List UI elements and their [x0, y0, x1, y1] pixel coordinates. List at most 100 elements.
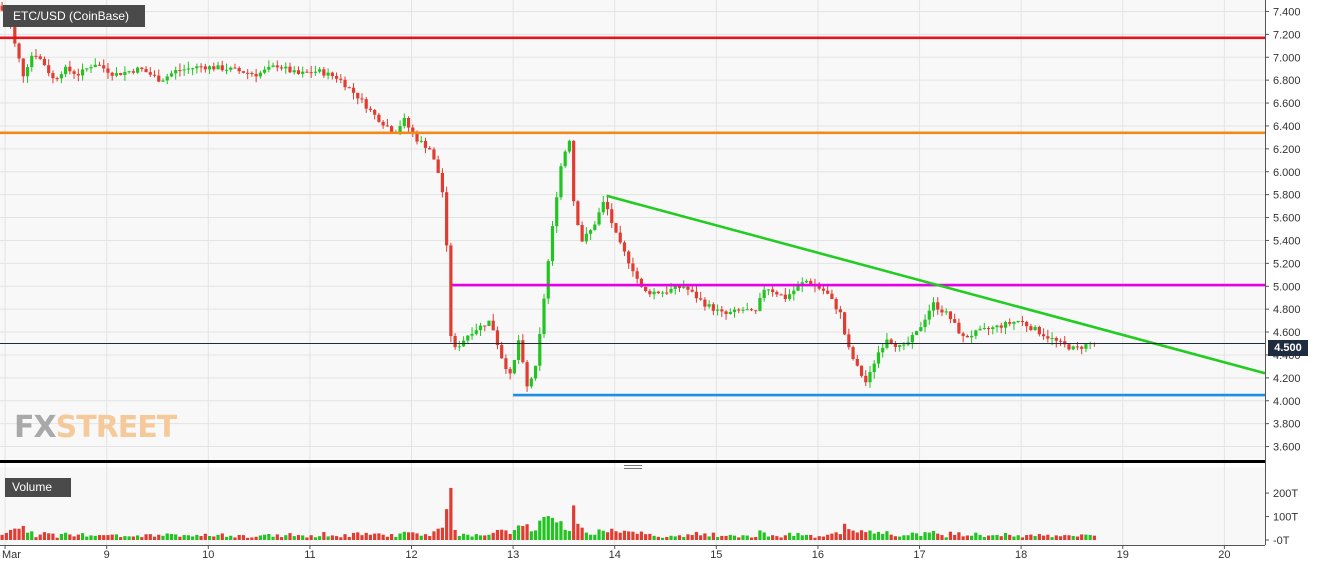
volume-bar	[411, 532, 415, 540]
x-tick-label: Mar	[2, 549, 21, 561]
volume-bar	[635, 533, 639, 540]
candle-body	[356, 92, 360, 99]
candle-body	[487, 320, 491, 327]
candle-body	[373, 109, 377, 115]
candle-body	[305, 71, 309, 73]
candle-body	[927, 310, 931, 320]
volume-bar	[241, 535, 246, 540]
volume-bar	[923, 532, 927, 540]
volume-bar	[360, 535, 364, 540]
volume-bar	[817, 536, 821, 540]
volume-bar	[542, 516, 546, 540]
y-tick-label: 5.200	[1273, 258, 1301, 270]
y-tick-label: 6.800	[1273, 75, 1301, 87]
candle-body	[525, 362, 529, 387]
volume-bar	[724, 535, 728, 540]
symbol-title: ETC/USD (CoinBase)	[3, 5, 146, 27]
candle-body	[131, 71, 135, 73]
volume-bar	[157, 534, 161, 540]
candle-body	[457, 346, 461, 348]
volume-bar	[953, 534, 957, 540]
volume-bar	[237, 535, 241, 540]
volume-bar	[254, 536, 258, 540]
candle-body	[330, 72, 334, 77]
volume-bar	[715, 537, 720, 540]
candle-body	[533, 365, 538, 379]
candle-body	[334, 76, 339, 79]
volume-bar	[648, 533, 652, 540]
x-tick-label: 10	[202, 549, 214, 561]
volume-bar	[51, 533, 55, 540]
candle-body	[961, 333, 965, 336]
candle-body	[982, 328, 986, 330]
volume-bar	[809, 535, 813, 540]
volume-bar	[758, 530, 762, 540]
volume-bar	[1025, 535, 1029, 540]
x-tick-label: 13	[507, 549, 519, 561]
fxstreet-logo: FXSTREET	[14, 411, 177, 445]
candle-body	[102, 65, 106, 69]
candle-body	[538, 333, 542, 366]
volume-bar	[445, 509, 449, 540]
candle-body	[1029, 326, 1033, 331]
volume-bar	[233, 537, 237, 540]
y-tick-label: 7.000	[1273, 52, 1301, 64]
volume-bar	[55, 537, 59, 540]
volume-bar	[749, 537, 754, 540]
candle-body	[174, 70, 178, 74]
candle-body	[542, 298, 546, 334]
candle-body	[440, 173, 445, 193]
volume-bar	[538, 520, 542, 540]
volume-bar	[301, 535, 305, 540]
candle-body	[351, 87, 356, 93]
candle-body	[1012, 322, 1016, 324]
volume-bar	[948, 531, 953, 540]
candle-body	[588, 230, 593, 234]
candle-body	[995, 325, 999, 328]
candle-body	[80, 69, 85, 76]
candle-body	[1041, 334, 1046, 337]
volume-bar	[284, 535, 288, 540]
volume-bar	[491, 532, 495, 540]
candle-body	[724, 311, 728, 315]
candle-body	[212, 66, 216, 70]
candle-body	[550, 226, 555, 262]
volume-bar	[356, 532, 360, 540]
volume-bar	[423, 534, 428, 540]
candle-body	[169, 73, 174, 77]
volume-bar	[114, 534, 119, 540]
horizontal-levels[interactable]	[0, 36, 1265, 397]
volume-bar	[936, 533, 940, 540]
volume-bar	[1050, 537, 1054, 540]
volume-bar	[588, 534, 593, 540]
candle-body	[453, 336, 457, 348]
divider-grip-icon[interactable]	[624, 465, 642, 469]
volume-bar	[699, 535, 703, 540]
candle-body	[483, 325, 487, 327]
candle-body	[161, 80, 165, 82]
candle-body	[936, 302, 940, 310]
volume-bar	[182, 535, 186, 540]
candle-body	[42, 58, 47, 66]
volume-bar	[148, 534, 152, 540]
candle-body	[114, 73, 119, 76]
volume-bar	[351, 532, 356, 540]
volume-bar	[487, 534, 491, 540]
candle-body	[1071, 346, 1075, 350]
volume-bar	[605, 532, 610, 540]
volume-bar	[1003, 532, 1008, 540]
volume-bar	[830, 533, 834, 540]
volume-bar	[660, 537, 665, 540]
volume-bar	[47, 533, 51, 540]
volume-bar	[402, 531, 406, 540]
volume-bar	[889, 534, 893, 540]
candle-body	[644, 286, 648, 292]
candle-body	[529, 378, 533, 387]
volume-bar	[394, 536, 398, 540]
volume-bar	[229, 535, 233, 540]
candle-body	[639, 278, 643, 287]
candle-body	[93, 64, 97, 68]
volume-bar	[42, 532, 47, 540]
candle-body	[97, 64, 102, 66]
